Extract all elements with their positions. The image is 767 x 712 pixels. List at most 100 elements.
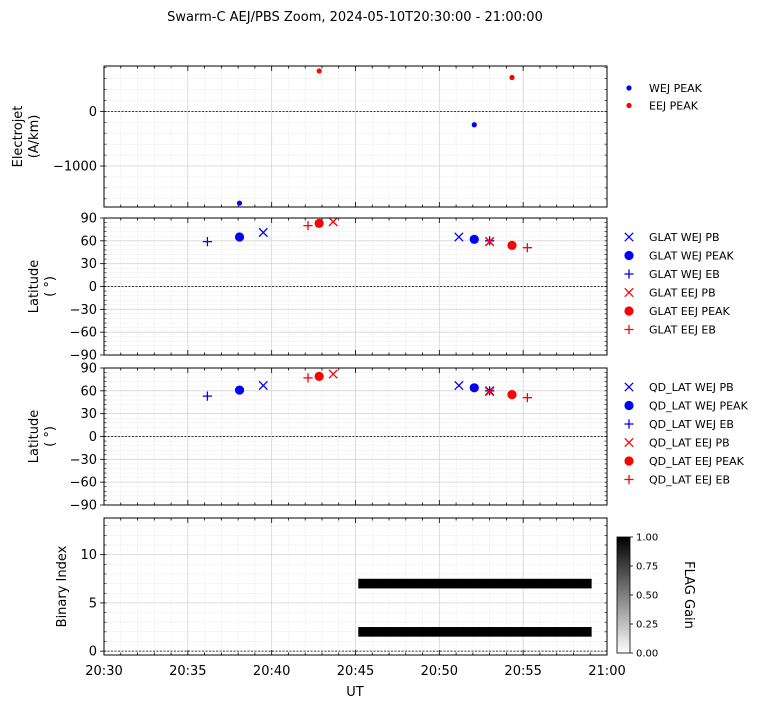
- geographic-latitude-legend-marker: [624, 287, 634, 298]
- geographic-latitude-y-tick-label: −90: [70, 349, 97, 364]
- electrojet-point: [236, 200, 243, 206]
- qd-latitude-y-axis-label: Latitude( °): [27, 410, 58, 464]
- binary-index-y-tick-label: 5: [89, 596, 97, 611]
- x-tick-label: 20:40: [253, 664, 290, 679]
- qd-latitude-legend-label: QD_LAT EEJ EB: [649, 474, 730, 487]
- x-tick-label: 20:30: [85, 664, 122, 679]
- geographic-latitude-point: [507, 240, 517, 250]
- figure-title: Swarm-C AEJ/PBS Zoom, 2024-05-10T20:30:0…: [167, 10, 543, 25]
- geographic-latitude-point: [303, 221, 313, 231]
- geographic-latitude-point: [314, 218, 324, 228]
- electrojet-y-tick-label: 0: [89, 105, 97, 120]
- axes-layer: [100, 65, 608, 656]
- qd-latitude-point: [303, 373, 313, 383]
- geographic-latitude-point: [469, 234, 479, 244]
- geographic-latitude-legend-label: GLAT WEJ PEAK: [649, 250, 734, 263]
- geographic-latitude-legend-marker: [624, 269, 634, 279]
- qd-latitude-y-tick-label: −90: [70, 499, 97, 514]
- geographic-latitude-y-tick-label: 30: [80, 257, 97, 272]
- qd-latitude-legend-label: QD_LAT WEJ PB: [649, 381, 734, 394]
- x-tick-label: 20:35: [169, 664, 206, 679]
- geographic-latitude-legend-label: GLAT WEJ EB: [649, 268, 720, 281]
- qd-latitude-point: [522, 393, 532, 403]
- qd-latitude-point: [484, 386, 495, 397]
- geographic-latitude-legend-label: GLAT WEJ PB: [649, 231, 720, 244]
- colorbar-label: FLAG Gain: [681, 561, 696, 629]
- geographic-latitude-point: [234, 232, 245, 242]
- qd-latitude-point: [328, 369, 338, 379]
- colorbar: [616, 536, 631, 654]
- geographic-latitude-legend-label: GLAT EEJ EB: [649, 324, 716, 337]
- qd-latitude-point: [258, 380, 268, 391]
- electrojet-y-axis-label: Electrojet(A/km): [11, 106, 42, 168]
- binary-index-y-axis-label: Binary Index: [55, 545, 70, 627]
- qd-latitude-point: [314, 371, 324, 381]
- qd-latitude-legend-label: QD_LAT WEJ PEAK: [649, 400, 749, 413]
- x-tick-label: 20:45: [337, 664, 374, 679]
- geographic-latitude-legend-marker: [624, 306, 634, 316]
- geographic-latitude-legend-marker: [624, 324, 634, 335]
- electrojet-point: [316, 68, 322, 74]
- geographic-latitude-point: [484, 236, 495, 247]
- grid-layer: [103, 66, 608, 655]
- geographic-latitude-y-tick-label: −60: [70, 326, 97, 341]
- binary-index-y-tick-label: 10: [80, 548, 97, 563]
- electrojet-legend-marker: [626, 102, 632, 109]
- x-tick-label: 20:50: [421, 664, 458, 679]
- qd-latitude-legend-marker: [624, 382, 634, 392]
- qd-latitude-point: [469, 383, 479, 393]
- geographic-latitude-legend-label: GLAT EEJ PB: [649, 287, 716, 300]
- x-tick-label: 20:55: [504, 664, 541, 679]
- flag-band: [358, 578, 592, 589]
- colorbar-tick-label: 1.00: [636, 533, 658, 544]
- geographic-latitude-point: [328, 217, 338, 227]
- geographic-latitude-y-axis-label: Latitude( °): [27, 260, 58, 314]
- qd-latitude-legend-marker: [624, 400, 634, 411]
- binary-index-y-tick-label: 0: [89, 645, 97, 660]
- geographic-latitude-y-tick-label: 0: [89, 280, 97, 295]
- colorbar-tick-label: 0.50: [636, 591, 658, 602]
- qd-latitude-legend-label: QD_LAT EEJ PB: [649, 437, 730, 450]
- flag-band: [358, 627, 592, 637]
- geographic-latitude-y-tick-label: 60: [80, 234, 97, 249]
- x-tick-label: 21:00: [588, 664, 625, 679]
- geographic-latitude-legend-marker: [624, 232, 634, 242]
- colorbar-tick-label: 0.75: [636, 562, 658, 573]
- qd-latitude-legend-marker: [624, 456, 634, 466]
- labels-layer: 0 −1000 Electrojet(A/km) WEJ PEAK EEJ PEAK 90…: [11, 82, 749, 679]
- electrojet-legend-label: EEJ PEAK: [649, 100, 699, 113]
- qd-latitude-point: [454, 380, 464, 391]
- data-layer: [202, 68, 592, 637]
- qd-latitude-legend-marker: [624, 419, 634, 429]
- qd-latitude-legend-label: QD_LAT WEJ EB: [649, 418, 734, 431]
- geographic-latitude-point: [522, 243, 532, 253]
- geographic-latitude-y-tick-label: −30: [70, 303, 97, 318]
- electrojet-legend-label: WEJ PEAK: [649, 82, 703, 95]
- qd-latitude-y-tick-label: 30: [80, 407, 97, 422]
- qd-latitude-legend-label: QD_LAT EEJ PEAK: [649, 455, 745, 468]
- qd-latitude-y-tick-label: −60: [70, 476, 97, 491]
- electrojet-y-tick-label: −1000: [53, 160, 97, 175]
- qd-latitude-y-tick-label: 60: [80, 384, 97, 399]
- qd-latitude-y-tick-label: 90: [80, 362, 97, 377]
- x-axis-label: UT: [346, 685, 364, 700]
- geographic-latitude-point: [258, 227, 268, 238]
- colorbar-tick-label: 0.25: [636, 620, 658, 631]
- qd-latitude-legend-marker: [624, 474, 634, 485]
- geographic-latitude-y-tick-label: 90: [80, 212, 97, 227]
- geographic-latitude-legend-label: GLAT EEJ PEAK: [649, 305, 731, 318]
- geographic-latitude-point: [454, 232, 464, 242]
- geographic-latitude-legend-marker: [624, 250, 634, 261]
- geographic-latitude-point: [202, 236, 212, 247]
- qd-latitude-y-tick-label: 0: [89, 430, 97, 445]
- qd-latitude-y-tick-label: −30: [70, 453, 97, 468]
- electrojet-point: [509, 74, 515, 81]
- qd-latitude-point: [202, 391, 212, 401]
- electrojet-point: [471, 122, 477, 128]
- colorbar-tick-label: 0.00: [636, 649, 658, 660]
- electrojet-legend-marker: [626, 85, 632, 91]
- qd-latitude-point: [507, 390, 517, 400]
- qd-latitude-point: [234, 385, 245, 395]
